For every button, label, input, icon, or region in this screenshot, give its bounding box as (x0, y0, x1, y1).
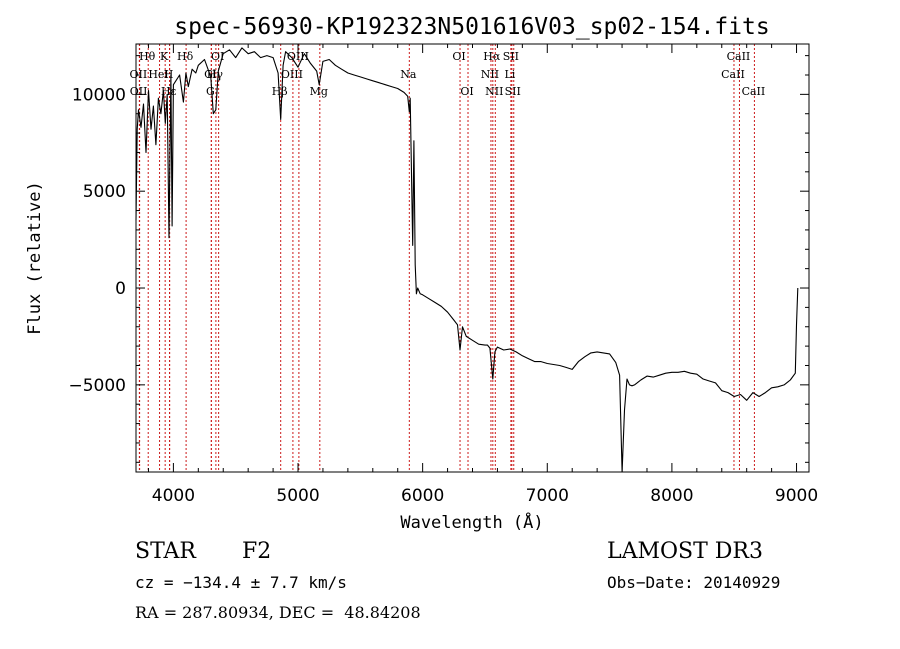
y-axis: 10000 5000 0 −5000 (68, 55, 809, 463)
line-marker-label: K (160, 50, 169, 63)
y-tick-label: −5000 (68, 376, 126, 396)
observation-date: Obs−Date: 20140929 (607, 573, 781, 592)
object-class: STAR (135, 539, 196, 564)
line-marker-label: Hε (161, 85, 177, 98)
x-tick-label: 6000 (401, 486, 444, 506)
subclass: F2 (242, 539, 272, 564)
line-marker-label: Hβ (272, 85, 288, 98)
y-axis-label: Flux (relative) (25, 181, 45, 335)
line-marker-label: OI (460, 85, 473, 98)
x-tick-label: 5000 (276, 486, 319, 506)
line-marker-label: Na (400, 68, 417, 81)
line-marker-label: Hδ (177, 50, 194, 63)
line-marker-label: OII (130, 85, 148, 98)
coordinates: RA = 287.80934, DEC = 48.84208 (135, 603, 421, 622)
line-marker-label: NII (485, 85, 503, 98)
survey-name: LAMOST DR3 (607, 539, 763, 564)
line-marker-label: CaII (721, 68, 745, 81)
line-marker-label: Hα (483, 50, 501, 63)
spectrum-line (135, 47, 799, 473)
line-marker-label: CaII (742, 85, 766, 98)
redshift-velocity: cz = −134.4 ± 7.7 km/s (135, 573, 347, 592)
line-marker-label: G (206, 85, 215, 98)
line-marker-label: HeI (148, 68, 168, 81)
x-tick-label: 4000 (152, 486, 195, 506)
line-marker-label: SII (505, 85, 521, 98)
line-marker-label: Mg (310, 85, 328, 98)
line-marker-label: OI (452, 50, 465, 63)
line-marker-label: NII (481, 68, 499, 81)
line-marker-label: Li (504, 68, 515, 81)
line-marker-label: Hθ (139, 50, 156, 63)
line-marker-label: OIII (281, 68, 303, 81)
line-marker-label: OIII (287, 50, 309, 63)
x-tick-label: 8000 (650, 486, 693, 506)
x-axis-label: Wavelength (Å) (400, 511, 543, 533)
chart-title: spec-56930-KP192323N501616V03_sp02-154.f… (174, 14, 769, 40)
plot-frame (135, 43, 810, 473)
y-tick-label: 5000 (83, 182, 126, 202)
y-tick-label: 0 (115, 279, 126, 299)
x-tick-label: 9000 (775, 486, 818, 506)
x-axis: 4000 5000 6000 7000 8000 9000 (147, 44, 818, 506)
x-tick-label: 7000 (526, 486, 569, 506)
line-marker-label: SII (503, 50, 519, 63)
line-marker-label: CaII (727, 50, 751, 63)
y-tick-label: 10000 (72, 85, 126, 105)
line-marker-label: Hγ (207, 68, 224, 81)
line-markers (138, 44, 755, 472)
line-marker-label: H (164, 68, 174, 81)
